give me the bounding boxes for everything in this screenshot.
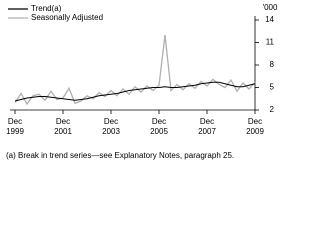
y-tick-label: 11: [266, 38, 275, 47]
legend-label: Seasonally Adjusted: [31, 13, 103, 22]
x-tick-label: Dec 2005: [150, 117, 168, 136]
y-tick-label: 2: [270, 105, 275, 114]
x-tick-label: Dec 2007: [198, 117, 216, 136]
x-tick-label: Dec 2009: [246, 117, 264, 136]
x-tick-label: Dec 2003: [102, 117, 120, 136]
x-tick-label: Dec 2001: [54, 117, 72, 136]
y-tick-label: 14: [265, 15, 274, 24]
series-line: [14, 34, 256, 106]
series-line: [14, 81, 256, 102]
footnote: (a) Break in trend series—see Explanator…: [6, 151, 234, 160]
x-tick-label: Dec 1999: [6, 117, 24, 136]
legend-label: Trend(a): [31, 4, 62, 13]
y-tick-label: 8: [270, 60, 275, 69]
chart: '000 (a) Break in trend series—see Expla…: [6, 3, 278, 161]
chart-svg: '000 (a) Break in trend series—see Expla…: [6, 3, 278, 160]
y-tick-label: 5: [270, 83, 275, 92]
y-unit: '000: [263, 3, 278, 12]
